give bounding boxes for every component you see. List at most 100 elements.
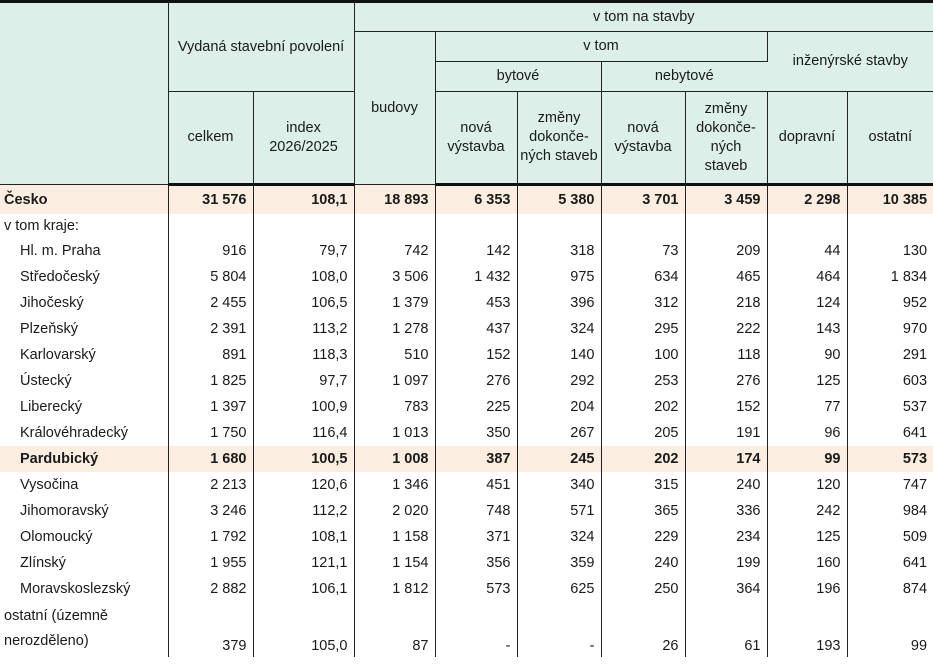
header-index: index 2026/2025 <box>253 92 354 185</box>
header-of-which-constructions: v tom na stavby <box>354 2 933 32</box>
cell-new-residential: 748 <box>435 498 517 524</box>
cell-index: 108,1 <box>253 185 354 215</box>
header-civil-engineering: inženýrské stavby <box>767 32 933 92</box>
table-row: Hl. m. Praha 916 79,7 742 142 318 73 209 44 130 <box>0 238 933 264</box>
table-row: Jihočeský 2 455 106,5 1 379 453 396 312 218 124 9… <box>0 290 933 316</box>
cell-transport: 193 <box>767 602 847 657</box>
cell-new-residential: 453 <box>435 290 517 316</box>
cell-other: 874 <box>847 576 933 602</box>
cell-other: 573 <box>847 446 933 472</box>
cell-changes-nonresidential: 191 <box>685 420 767 446</box>
cell-other: 1 834 <box>847 264 933 290</box>
cell-new-residential: 142 <box>435 238 517 264</box>
header-transport: dopravní <box>767 92 847 185</box>
cell-index: 79,7 <box>253 238 354 264</box>
cell-changes-residential: 571 <box>517 498 601 524</box>
cell-total: 5 804 <box>168 264 253 290</box>
cell-changes-residential: 318 <box>517 238 601 264</box>
cell-changes-residential: 975 <box>517 264 601 290</box>
cell-changes-nonresidential: 276 <box>685 368 767 394</box>
cell-other: 641 <box>847 550 933 576</box>
cell-other: 509 <box>847 524 933 550</box>
regions-subheading: v tom kraje: <box>0 214 168 238</box>
cell-changes-nonresidential: 61 <box>685 602 767 657</box>
cell-new-nonresidential: 229 <box>601 524 685 550</box>
cell-total: 916 <box>168 238 253 264</box>
cell-transport: 242 <box>767 498 847 524</box>
cell-buildings: 1 158 <box>354 524 435 550</box>
cell-total: 2 882 <box>168 576 253 602</box>
cell-total: 2 213 <box>168 472 253 498</box>
table-row: Moravskoslezský 2 882 106,1 1 812 573 625 250 3… <box>0 576 933 602</box>
cell-new-residential: 1 432 <box>435 264 517 290</box>
cell-new-nonresidential: 634 <box>601 264 685 290</box>
row-label: Karlovarský <box>0 342 168 368</box>
cell-new-nonresidential: 365 <box>601 498 685 524</box>
cell-new-residential: 356 <box>435 550 517 576</box>
cell-transport: 77 <box>767 394 847 420</box>
cell-changes-residential: 324 <box>517 316 601 342</box>
cell-new-nonresidential: 205 <box>601 420 685 446</box>
cell-changes-residential: 340 <box>517 472 601 498</box>
cell-index: 100,5 <box>253 446 354 472</box>
cell-total: 1 680 <box>168 446 253 472</box>
cell-transport: 99 <box>767 446 847 472</box>
cell-other: 291 <box>847 342 933 368</box>
cell-changes-nonresidential: 118 <box>685 342 767 368</box>
cell-index: 108,1 <box>253 524 354 550</box>
cell-new-nonresidential: 253 <box>601 368 685 394</box>
cell-buildings: 1 812 <box>354 576 435 602</box>
cell-changes-nonresidential: 152 <box>685 394 767 420</box>
cell-buildings: 1 379 <box>354 290 435 316</box>
cell-transport: 125 <box>767 524 847 550</box>
cell-index: 100,9 <box>253 394 354 420</box>
cell-other: 984 <box>847 498 933 524</box>
cell-other: 970 <box>847 316 933 342</box>
cell-new-nonresidential: 202 <box>601 394 685 420</box>
cell-new-nonresidential: 26 <box>601 602 685 657</box>
cell-new-nonresidential: 312 <box>601 290 685 316</box>
cell-new-residential: 451 <box>435 472 517 498</box>
cell-buildings: 87 <box>354 602 435 657</box>
header-of-which: v tom <box>435 32 767 62</box>
cell-other: 130 <box>847 238 933 264</box>
row-label: Královéhradecký <box>0 420 168 446</box>
cell-index: 105,0 <box>253 602 354 657</box>
row-label: Středočeský <box>0 264 168 290</box>
table-row: Olomoucký 1 792 108,1 1 158 371 324 229 234 125 5… <box>0 524 933 550</box>
cell-changes-nonresidential: 364 <box>685 576 767 602</box>
cell-total: 379 <box>168 602 253 657</box>
cell-new-nonresidential: 240 <box>601 550 685 576</box>
table-row: Ústecký 1 825 97,7 1 097 276 292 253 276 125 603 <box>0 368 933 394</box>
cell-total: 3 246 <box>168 498 253 524</box>
row-label: Vysočina <box>0 472 168 498</box>
cell-new-nonresidential: 100 <box>601 342 685 368</box>
table-row: Královéhradecký 1 750 116,4 1 013 350 267 205 1… <box>0 420 933 446</box>
cell-transport: 160 <box>767 550 847 576</box>
cell-index: 116,4 <box>253 420 354 446</box>
cell-buildings: 2 020 <box>354 498 435 524</box>
cell-transport: 96 <box>767 420 847 446</box>
cell-new-residential: 276 <box>435 368 517 394</box>
row-label: Olomoucký <box>0 524 168 550</box>
cell-changes-residential: - <box>517 602 601 657</box>
cell-index: 120,6 <box>253 472 354 498</box>
cell-transport: 120 <box>767 472 847 498</box>
table-row: Karlovarský 891 118,3 510 152 140 100 118 90 291 <box>0 342 933 368</box>
cell-transport: 125 <box>767 368 847 394</box>
table-row: Liberecký 1 397 100,9 783 225 204 202 152 77 537 <box>0 394 933 420</box>
cell-changes-residential: 359 <box>517 550 601 576</box>
header-issued-permits: Vydaná stavební povolení <box>168 2 354 92</box>
cell-transport: 44 <box>767 238 847 264</box>
cell-changes-nonresidential: 199 <box>685 550 767 576</box>
cell-changes-residential: 245 <box>517 446 601 472</box>
cell-index: 106,5 <box>253 290 354 316</box>
cell-changes-residential: 204 <box>517 394 601 420</box>
cell-new-residential: 573 <box>435 576 517 602</box>
cell-transport: 90 <box>767 342 847 368</box>
cell-total: 31 576 <box>168 185 253 215</box>
cell-changes-nonresidential: 218 <box>685 290 767 316</box>
cell-buildings: 742 <box>354 238 435 264</box>
row-label: Liberecký <box>0 394 168 420</box>
cell-buildings: 1 013 <box>354 420 435 446</box>
